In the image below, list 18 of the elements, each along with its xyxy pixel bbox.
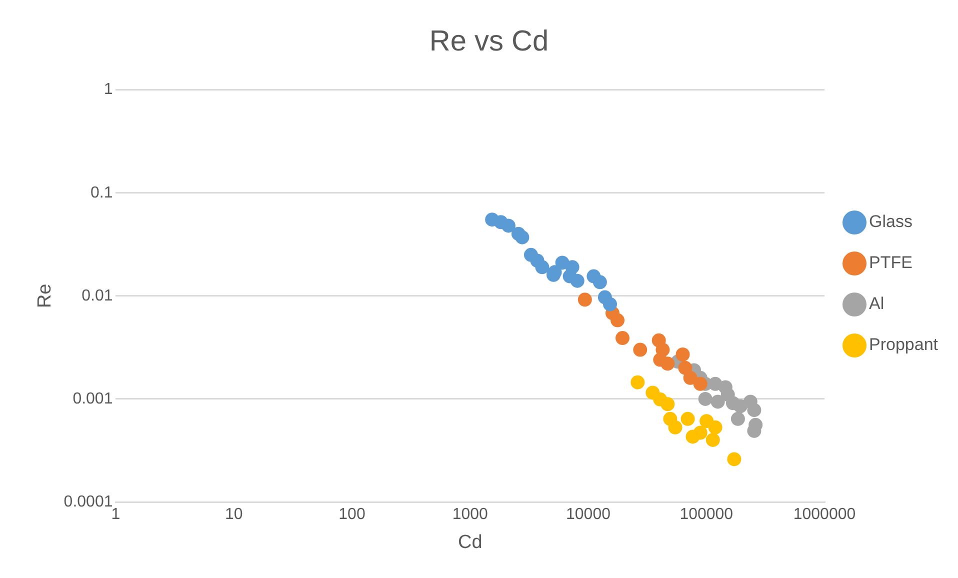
x-tick-label: 100000 [680,506,734,524]
x-tick-label: 100 [338,506,366,524]
x-tick-label: 1000000 [793,506,856,524]
legend-label: Proppant [869,335,938,354]
x-tick-label: 10000 [566,506,611,524]
y-tick-label: 0.01 [82,287,113,304]
legend-label: PTFE [869,253,912,272]
y-tick-label: 0.001 [72,390,113,408]
x-axis-title: Cd [458,532,482,553]
chart-title: Re vs Cd [429,25,549,58]
x-tick-label: 10 [224,506,243,524]
y-tick-label: 0.1 [90,184,113,202]
legend-label: Glass [869,212,912,232]
y-tick-label: 0.0001 [64,493,113,510]
legend-label: Al [869,294,884,314]
y-axis-title: Re [34,284,56,308]
y-tick-label: 1 [104,81,113,98]
x-tick-label: 1000 [452,506,488,524]
